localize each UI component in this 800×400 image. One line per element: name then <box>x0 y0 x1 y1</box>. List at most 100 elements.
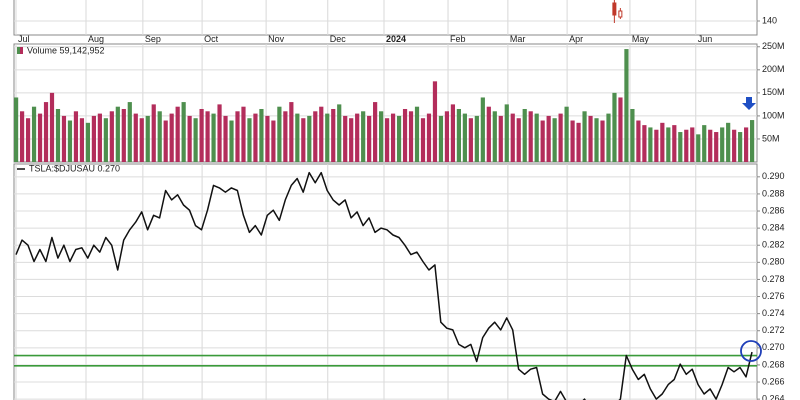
volume-bar <box>660 122 665 162</box>
volume-bar <box>43 102 49 162</box>
volume-bar <box>510 113 515 162</box>
volume-bar <box>432 81 438 162</box>
y-tick-label: 0.274 <box>762 308 785 318</box>
volume-bar <box>528 111 533 162</box>
y-tick-label: 0.278 <box>762 274 785 284</box>
volume-bar <box>426 113 432 162</box>
volume-bar <box>618 97 623 162</box>
volume-bar <box>19 111 25 162</box>
volume-bar <box>301 118 306 162</box>
x-tick-label: Dec <box>330 34 347 44</box>
y-tick-label: 0.280 <box>762 257 785 267</box>
volume-bar <box>283 111 288 162</box>
legend-swatch <box>17 47 20 54</box>
volume-bar <box>331 108 336 162</box>
series <box>14 171 757 400</box>
volume-bar <box>486 106 491 162</box>
y-tick-label: 0.282 <box>762 240 785 250</box>
circle-annotation <box>740 340 762 362</box>
volume-bar <box>654 129 659 162</box>
volume-bar <box>570 120 575 162</box>
x-tick-label: Apr <box>569 34 583 44</box>
volume-bar <box>259 108 264 162</box>
y-tick-label: 0.286 <box>762 205 785 215</box>
volume-bar <box>235 111 240 162</box>
volume-bar <box>624 49 629 162</box>
volume-bar <box>612 92 617 162</box>
arrow-annotation <box>742 97 756 110</box>
candle-body <box>612 2 617 16</box>
volume-bar <box>103 118 108 162</box>
x-tick-label: Oct <box>204 34 219 44</box>
volume-bar <box>750 120 755 162</box>
volume-bar <box>313 111 318 162</box>
volume-bar <box>504 104 509 162</box>
y-tick-label: 0.268 <box>762 359 785 369</box>
y-tick-label: 0.270 <box>762 342 785 352</box>
volume-bar <box>247 118 252 162</box>
volume-bar <box>367 115 372 162</box>
volume-bar <box>175 106 180 162</box>
volume-bar <box>73 111 79 162</box>
volume-bar <box>678 132 683 162</box>
x-tick-label: Mar <box>510 34 526 44</box>
volume-bar <box>223 115 228 162</box>
volume-bar <box>211 113 216 162</box>
volume-bar <box>145 115 150 162</box>
volume-bar <box>468 118 473 162</box>
x-tick-label: Jun <box>698 34 713 44</box>
volume-bar <box>151 104 156 162</box>
volume-bar <box>582 111 587 162</box>
legend-swatch <box>20 47 23 54</box>
volume-bar <box>564 106 569 162</box>
volume-bar <box>205 111 210 162</box>
volume-bar <box>540 120 545 162</box>
y-tick-label: 200M <box>762 64 785 74</box>
volume-bar <box>498 115 503 162</box>
marks <box>14 0 757 400</box>
volume-bar <box>109 111 114 162</box>
volume-bar <box>558 113 563 162</box>
volume-bar <box>450 104 456 162</box>
volume-bar <box>343 115 348 162</box>
volume-bar <box>390 113 396 162</box>
x-tick-label: Feb <box>450 34 466 44</box>
x-tick-label: Nov <box>268 34 285 44</box>
volume-bar <box>163 120 168 162</box>
y-tick-label: 150M <box>762 87 785 97</box>
volume-bar <box>642 125 647 162</box>
volume-bar <box>127 102 132 162</box>
volume-bar <box>157 111 162 162</box>
volume-bar <box>253 113 258 162</box>
y-tick-label: 100M <box>762 110 785 120</box>
y-tick-label: 140 <box>762 15 777 25</box>
ratio-line <box>15 171 753 400</box>
volume-bar <box>349 118 354 162</box>
x-tick-label: Aug <box>88 34 104 44</box>
volume-bar <box>402 108 408 162</box>
volume-bar <box>241 106 246 162</box>
volume-bar <box>97 113 102 162</box>
volume-bar <box>720 127 725 162</box>
volume-bar <box>594 118 599 162</box>
x-tick-label: Sep <box>145 34 161 44</box>
volume-bar <box>492 111 497 162</box>
volume-bar <box>732 129 737 162</box>
volume-bar <box>714 132 719 162</box>
volume-bar <box>31 106 37 162</box>
grid <box>14 0 757 400</box>
volume-bar <box>181 102 186 162</box>
price-panel <box>13 0 758 36</box>
volume-bar <box>85 122 91 162</box>
volume-bar <box>384 118 390 162</box>
volume-bar <box>379 111 384 162</box>
y-tick-label: 0.276 <box>762 291 785 301</box>
volume-bar <box>444 111 450 162</box>
volume-bar <box>534 113 539 162</box>
volume-bar <box>414 106 420 162</box>
volume-bar <box>169 113 174 162</box>
series <box>14 49 755 162</box>
volume-bar <box>49 92 55 162</box>
